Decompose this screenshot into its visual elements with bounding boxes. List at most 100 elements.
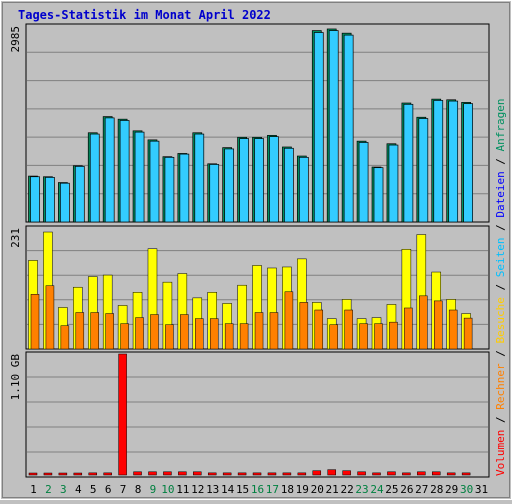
panel-middle-max-label: 231 (9, 228, 22, 248)
x-tick-label: 7 (120, 483, 127, 496)
bar-rechner (284, 291, 294, 350)
bar-dateien (224, 148, 235, 223)
bar-volumen (133, 471, 142, 476)
bar-volumen (28, 472, 38, 476)
bar-volumen (193, 471, 202, 476)
bar-volumen (207, 472, 217, 476)
bar-volumen (417, 471, 426, 476)
bar-rechner (120, 323, 129, 350)
bar-dateien (463, 103, 473, 223)
bar-dateien (239, 138, 249, 223)
x-tick-label: 5 (90, 483, 97, 496)
bar-volumen (297, 472, 307, 476)
x-tick-label: 29 (445, 483, 458, 496)
bar-rechner (404, 307, 413, 350)
outer-frame-dark (2, 2, 510, 498)
x-tick-label: 31 (475, 483, 488, 496)
bar-volumen (282, 472, 292, 476)
bar-volumen (88, 472, 97, 476)
bar-dateien (45, 177, 55, 223)
x-tick-label: 3 (60, 483, 67, 496)
bar-rechner (314, 309, 324, 350)
bar-rechner (448, 309, 458, 350)
x-tick-label: 15 (236, 483, 249, 496)
x-tick-label: 20 (311, 483, 324, 496)
bar-volumen (222, 472, 232, 476)
side-legend-item: Dateien (494, 171, 507, 217)
x-tick-label: 2 (45, 483, 52, 496)
x-tick-label: 18 (281, 483, 294, 496)
x-tick-label: 30 (460, 483, 473, 496)
bar-volumen (73, 472, 83, 476)
bar-rechner (180, 314, 189, 350)
x-tick-label: 16 (251, 483, 264, 496)
bar-dateien (89, 133, 100, 223)
bar-rechner (269, 312, 279, 350)
x-tick-label: 24 (370, 483, 384, 496)
x-tick-label: 10 (161, 483, 174, 496)
bar-rechner (60, 325, 70, 350)
bar-dateien (209, 164, 220, 223)
bar-volumen (432, 471, 441, 476)
bar-dateien (313, 32, 324, 223)
side-legend-item: / (494, 344, 507, 364)
bar-volumen (118, 353, 127, 476)
bar-volumen (103, 472, 112, 476)
bar-volumen (461, 472, 471, 476)
bar-dateien (194, 133, 205, 223)
x-tick-label: 28 (430, 483, 443, 496)
bar-dateien (104, 117, 115, 223)
bar-volumen (357, 471, 366, 476)
bar-dateien (119, 120, 130, 223)
side-legend-item: Volumen (494, 430, 507, 476)
bar-volumen (252, 472, 262, 476)
bar-volumen (446, 472, 456, 476)
bar-rechner (135, 317, 144, 350)
side-legend-item: / (494, 151, 507, 171)
bar-rechner (434, 300, 443, 350)
panel-bottom-max-label: 1.10 GB (9, 354, 22, 401)
bar-dateien (358, 142, 369, 223)
x-tick-label: 13 (206, 483, 219, 496)
x-tick-label: 19 (296, 483, 309, 496)
side-legend-item: / (494, 410, 507, 430)
bar-dateien (388, 144, 399, 223)
bar-volumen (267, 472, 277, 476)
x-tick-label: 23 (355, 483, 368, 496)
bar-rechner (389, 321, 398, 350)
bar-volumen (372, 472, 381, 476)
bar-rechner (254, 312, 264, 350)
side-legend-item: / (494, 218, 507, 238)
side-legend-item: Anfragen (494, 98, 507, 151)
panel-top-max-label: 2985 (9, 26, 22, 53)
x-tick-label: 4 (75, 483, 82, 496)
bar-dateien (149, 140, 160, 223)
bar-volumen (312, 470, 322, 476)
bar-dateien (60, 182, 70, 223)
side-legend: Volumen / Rechner / Besuche / Seiten / D… (494, 98, 507, 476)
side-legend-item: Rechner (494, 363, 507, 410)
bar-dateien (134, 131, 145, 223)
x-tick-label: 27 (415, 483, 428, 496)
bar-dateien (254, 138, 264, 223)
bar-rechner (75, 312, 85, 350)
bar-dateien (74, 166, 85, 223)
bar-dateien (298, 156, 309, 223)
bar-rechner (209, 318, 219, 350)
bar-dateien (179, 153, 190, 223)
x-tick-label: 22 (340, 483, 353, 496)
bar-rechner (299, 302, 309, 350)
side-legend-item: / (494, 277, 507, 297)
bar-volumen (237, 472, 247, 476)
bar-dateien (343, 34, 354, 223)
x-tick-label: 17 (266, 483, 279, 496)
bar-rechner (45, 285, 55, 350)
bar-rechner (344, 309, 353, 350)
bar-dateien (269, 136, 279, 223)
side-legend-item: Besuche (494, 297, 507, 343)
bar-volumen (43, 472, 53, 476)
x-tick-label: 9 (150, 483, 157, 496)
x-tick-label: 12 (191, 483, 204, 496)
